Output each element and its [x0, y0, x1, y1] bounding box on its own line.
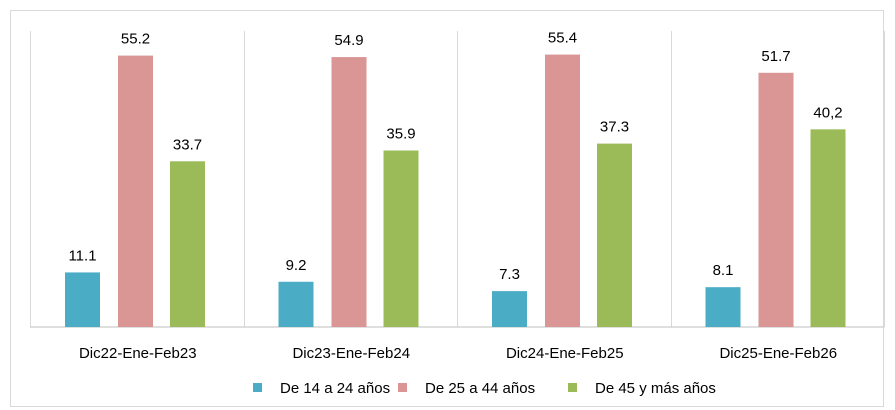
data-label: 11.1 — [68, 247, 96, 264]
bar — [492, 291, 527, 327]
legend-swatch — [568, 383, 577, 392]
category-label: Dic24-Ene-Feb25 — [506, 345, 624, 362]
bar — [597, 143, 632, 327]
bar — [705, 287, 741, 327]
data-label: 55.2 — [121, 31, 150, 48]
legend-swatch — [253, 383, 262, 392]
data-label: 7.3 — [499, 266, 520, 283]
data-label: 55.4 — [548, 30, 577, 47]
data-label: 51.7 — [761, 48, 790, 65]
legend-label: De 25 a 44 años — [425, 380, 535, 397]
bar — [810, 129, 846, 327]
category-labels: Dic22-Ene-Feb23 Dic23-Ene-Feb24 Dic24-Ene-… — [79, 345, 837, 362]
category-separators — [30, 31, 885, 327]
data-label: 37.3 — [600, 119, 629, 136]
bar — [758, 72, 794, 327]
category-label: Dic22-Ene-Feb23 — [79, 345, 197, 362]
data-label: 8.1 — [713, 262, 734, 279]
legend-swatch — [398, 383, 407, 392]
bar — [278, 281, 314, 327]
bar — [118, 55, 153, 327]
data-label: 9.2 — [286, 257, 307, 274]
data-label: 35.9 — [386, 125, 415, 142]
data-label: 40,2 — [813, 104, 842, 121]
bar — [383, 150, 419, 327]
value-labels: 11.1 55.2 33.7 9.2 54.9 35.9 7.3 55.4 37.3 8.1 51.… — [68, 30, 842, 284]
bar — [170, 161, 205, 327]
legend-label: De 45 y más años — [595, 380, 716, 397]
category-label: Dic25-Ene-Feb26 — [719, 345, 837, 362]
bar — [65, 272, 100, 327]
legend: De 14 a 24 años De 25 a 44 años De 45 y má… — [253, 380, 716, 397]
data-label: 54.9 — [334, 32, 363, 49]
data-label: 33.7 — [173, 136, 202, 153]
bar — [331, 57, 367, 327]
category-label: Dic23-Ene-Feb24 — [292, 345, 410, 362]
chart-frame — [10, 10, 884, 407]
bar — [545, 54, 580, 327]
bars — [65, 54, 846, 327]
legend-label: De 14 a 24 años — [280, 380, 390, 397]
